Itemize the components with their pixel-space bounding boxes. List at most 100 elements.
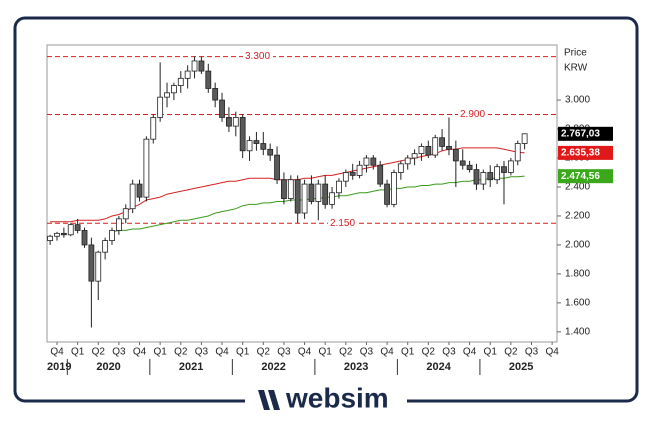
x-tick-label: Q2 — [174, 347, 188, 358]
candle-body — [439, 137, 445, 147]
year-label: 2024 — [426, 361, 451, 373]
x-tick-label: Q4 — [50, 347, 64, 358]
x-tick-label: Q3 — [525, 347, 539, 358]
candle-body — [294, 179, 301, 214]
ma-line — [50, 147, 525, 223]
candle-body — [507, 160, 514, 173]
year-label: 2023 — [344, 361, 368, 373]
x-tick-label: Q4 — [545, 347, 559, 358]
year-label: 2021 — [179, 361, 203, 373]
level-label-bg — [243, 50, 273, 63]
price-tag — [558, 126, 613, 141]
x-tick-label: Q1 — [71, 347, 85, 358]
candle-body — [342, 172, 349, 182]
candle-body — [418, 146, 425, 155]
candle-body — [219, 99, 225, 118]
y-tick-label: 1.600 — [565, 298, 590, 309]
x-tick-label: Q2 — [339, 347, 353, 358]
y-tick-label: 3.000 — [565, 95, 590, 106]
price-tag — [558, 145, 613, 160]
level-label: 2.900 — [460, 109, 485, 120]
x-tick-label: Q1 — [319, 347, 333, 358]
candle-body — [480, 172, 487, 185]
candle-body — [287, 179, 294, 199]
level-label: 2.150 — [330, 218, 355, 229]
candle-body — [171, 85, 177, 94]
candle-body — [411, 153, 418, 159]
candle-body — [143, 138, 150, 198]
candle-body — [109, 230, 115, 241]
x-tick-label: Q4 — [215, 347, 229, 358]
candle-body — [198, 60, 205, 72]
candle-body — [67, 224, 74, 236]
x-tick-label: Q4 — [380, 347, 394, 358]
candle-body — [425, 146, 432, 156]
year-label: 2019 — [47, 361, 71, 373]
candle-body — [150, 117, 157, 140]
logo-icon — [258, 390, 280, 410]
price-tag — [558, 169, 613, 184]
price-tag-label: 2.635,38 — [561, 148, 600, 159]
candle-body — [157, 96, 164, 118]
candle-body — [129, 183, 136, 210]
x-tick-label: Q2 — [257, 347, 271, 358]
candle-body — [191, 60, 198, 72]
x-tick-label: Q2 — [504, 347, 518, 358]
candle-body — [239, 117, 246, 152]
candle-body — [74, 224, 81, 231]
x-tick-label: Q3 — [442, 347, 456, 358]
candle-body — [253, 140, 260, 144]
price-tag-label: 2.767,03 — [561, 128, 600, 139]
candle-body — [466, 164, 473, 170]
year-label: 2025 — [509, 361, 533, 373]
candle-body — [102, 240, 109, 253]
candle-body — [315, 183, 322, 202]
y-tick-label: 1.400 — [565, 326, 590, 337]
candle-body — [246, 140, 253, 152]
brand: websim — [285, 382, 389, 413]
candle-body — [232, 117, 239, 127]
candle-body — [274, 154, 280, 181]
x-tick-label: Q3 — [112, 347, 126, 358]
y-tick-label: 2.400 — [565, 182, 590, 193]
level-label-bg — [328, 217, 358, 230]
candle-body — [473, 169, 480, 185]
x-tick-label: Q4 — [463, 347, 477, 358]
candle-body — [322, 183, 329, 205]
x-tick-label: Q4 — [133, 347, 147, 358]
logo: websim — [258, 382, 389, 413]
candle-body — [47, 235, 54, 241]
candle-body — [184, 70, 191, 79]
candle-body — [349, 172, 356, 176]
axis-title: Price — [564, 48, 587, 59]
candle-body — [329, 192, 335, 205]
x-tick-label: Q3 — [360, 347, 374, 358]
candle-body — [521, 133, 528, 144]
candle-body — [391, 172, 397, 205]
candle-body — [501, 166, 507, 173]
year-label: 2020 — [96, 361, 120, 373]
y-tick-label: 2.000 — [565, 240, 590, 251]
y-tick-label: 2.200 — [565, 211, 590, 222]
candle-body — [81, 230, 88, 246]
candle-body — [452, 148, 459, 162]
candle-body — [432, 137, 439, 156]
candle-body — [54, 232, 60, 237]
x-tick-label: Q4 — [298, 347, 312, 358]
x-tick-label: Q2 — [422, 347, 436, 358]
candle-body — [88, 244, 95, 282]
candle-body — [95, 251, 102, 282]
candle-body — [226, 117, 232, 127]
candle-body — [205, 70, 212, 89]
x-tick-label: Q1 — [484, 347, 498, 358]
candle-body — [370, 157, 377, 166]
y-tick-label: 1.800 — [565, 269, 590, 280]
candle-body — [384, 183, 390, 205]
x-tick-label: Q1 — [153, 347, 167, 358]
candle-body — [336, 180, 342, 194]
candle-body — [281, 179, 287, 199]
axis-unit: KRW — [564, 63, 588, 74]
x-tick-label: Q1 — [401, 347, 415, 358]
level-label: 3.300 — [245, 51, 270, 62]
